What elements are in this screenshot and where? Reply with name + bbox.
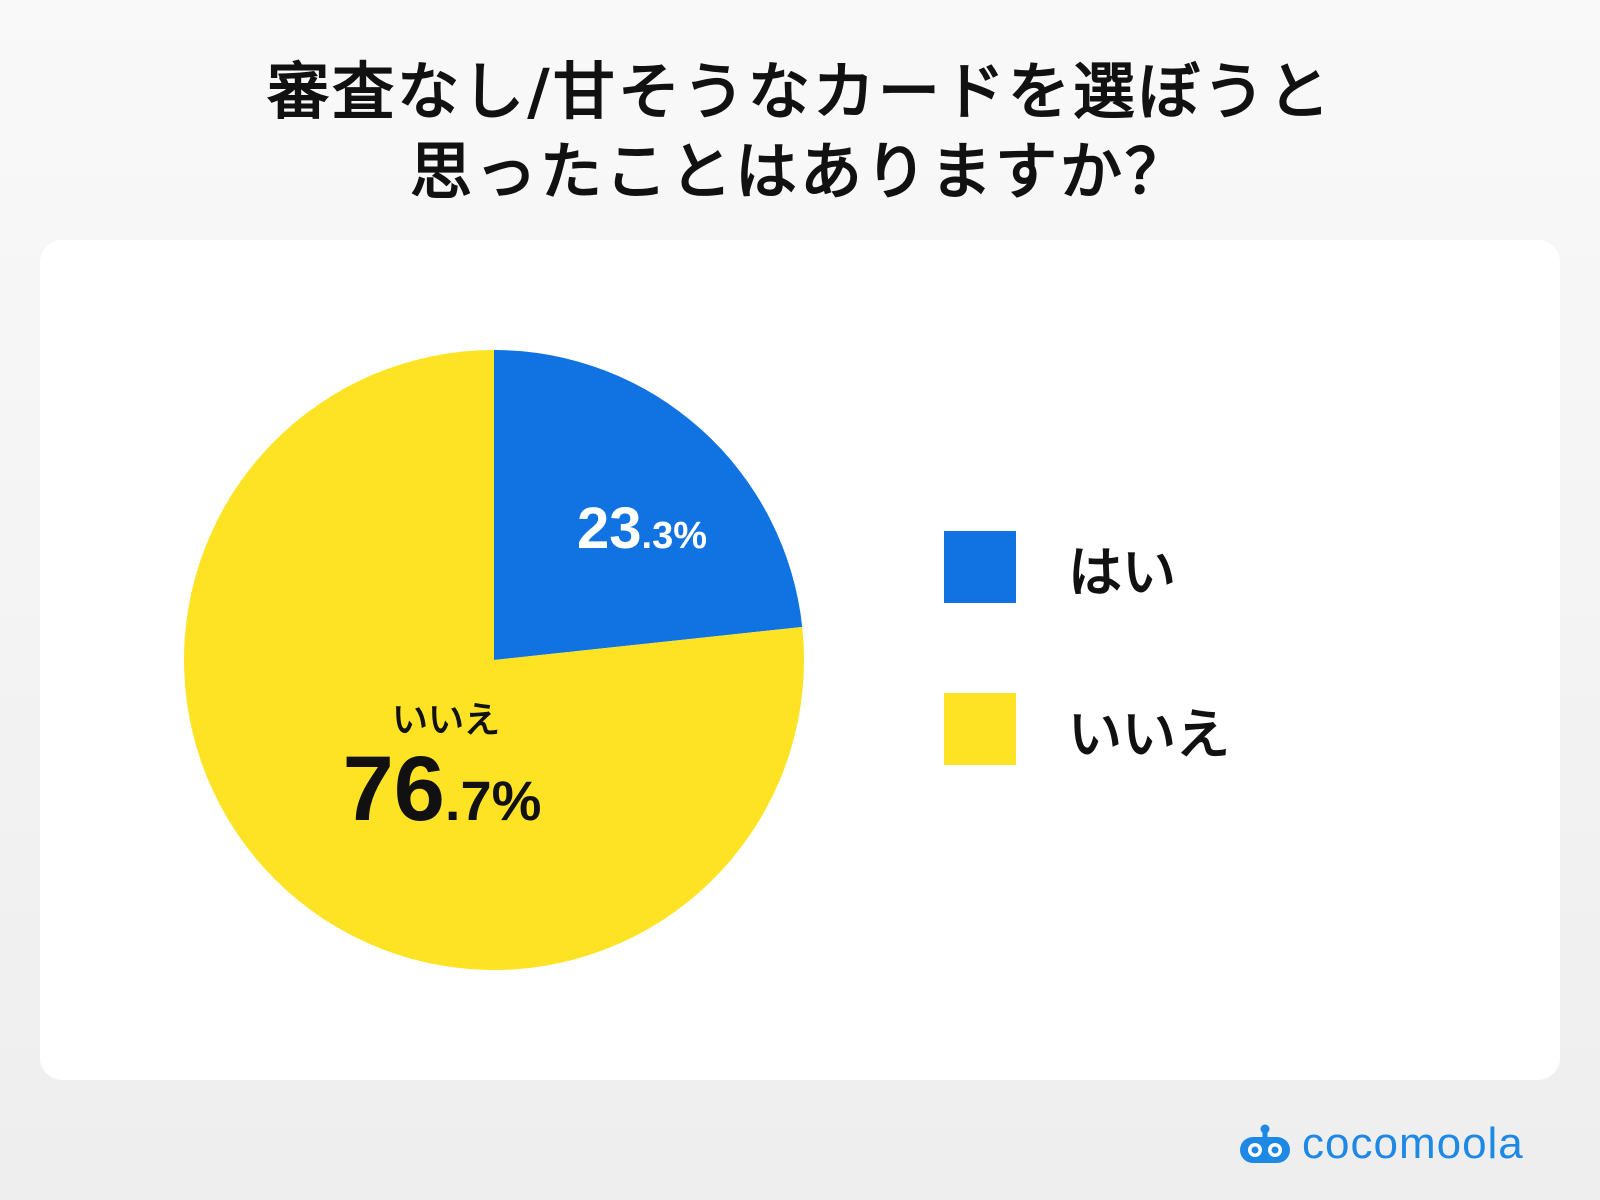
data-label-no-dec: .7% <box>445 769 542 832</box>
robot-icon <box>1240 1124 1290 1163</box>
legend-swatch-yes <box>944 531 1016 603</box>
chart-title: 審査なし/甘そうなカードを選ぼうと 思ったことはありますか？ <box>0 52 1600 212</box>
chart-title-line-2: 思ったことはありますか？ <box>409 135 1190 208</box>
brand-logo: cocomoola <box>1238 1116 1524 1172</box>
pie-slice-no <box>183 350 804 970</box>
brand-name: cocomoola <box>1302 1119 1524 1168</box>
legend-item-yes: はい <box>944 530 1176 604</box>
data-label-yes-dec: .3% <box>642 515 707 557</box>
data-label-no-int: 76 <box>343 738 445 840</box>
legend-label-yes: はい <box>1068 540 1176 604</box>
data-label-yes-int: 23 <box>577 496 642 561</box>
chart-title-line-1: 審査なし/甘そうなカードを選ぼうと <box>267 55 1333 128</box>
data-label-no-value: 76.7% <box>343 738 542 840</box>
pie-slice-yes <box>494 350 803 660</box>
legend-item-no: いいえ <box>944 692 1230 766</box>
legend-label-no: いいえ <box>1068 702 1230 766</box>
data-label-no-name: いいえ <box>392 700 500 741</box>
legend-swatch-no <box>944 693 1016 765</box>
data-label-yes-value: 23.3% <box>577 496 707 561</box>
